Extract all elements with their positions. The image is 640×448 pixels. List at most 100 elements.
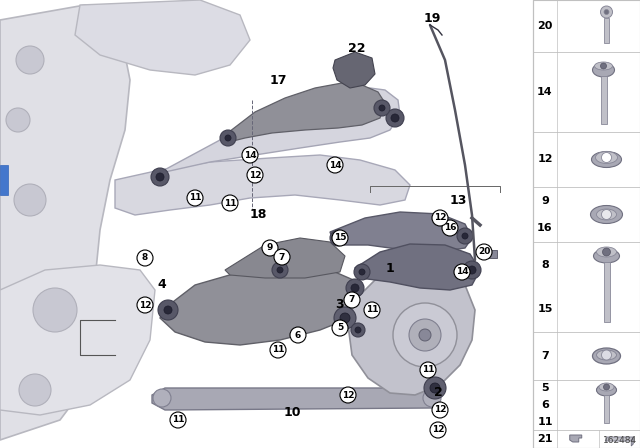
Ellipse shape bbox=[591, 151, 621, 168]
Bar bbox=[604, 395, 609, 423]
Circle shape bbox=[156, 173, 164, 181]
Text: 6: 6 bbox=[295, 331, 301, 340]
Circle shape bbox=[187, 190, 203, 206]
Bar bbox=[600, 76, 607, 124]
Text: 5: 5 bbox=[541, 383, 549, 393]
Ellipse shape bbox=[599, 383, 614, 391]
Polygon shape bbox=[115, 155, 410, 215]
Ellipse shape bbox=[593, 249, 620, 263]
Circle shape bbox=[454, 264, 470, 280]
Circle shape bbox=[359, 269, 365, 275]
Circle shape bbox=[170, 412, 186, 428]
Circle shape bbox=[346, 279, 364, 297]
Ellipse shape bbox=[595, 151, 618, 164]
Text: 12: 12 bbox=[537, 155, 553, 164]
Circle shape bbox=[16, 46, 44, 74]
Polygon shape bbox=[330, 212, 472, 252]
Circle shape bbox=[19, 374, 51, 406]
Text: 11: 11 bbox=[189, 194, 201, 202]
Text: 12: 12 bbox=[434, 405, 446, 414]
Text: 1: 1 bbox=[386, 262, 394, 275]
Text: 12: 12 bbox=[139, 301, 151, 310]
Circle shape bbox=[272, 262, 288, 278]
Circle shape bbox=[354, 264, 370, 280]
Ellipse shape bbox=[591, 206, 623, 224]
Text: 16: 16 bbox=[537, 223, 553, 233]
Polygon shape bbox=[0, 5, 130, 440]
Text: 19: 19 bbox=[423, 12, 441, 25]
Circle shape bbox=[430, 422, 446, 438]
Text: 10: 10 bbox=[284, 405, 301, 418]
Bar bbox=[0, 165, 8, 195]
Polygon shape bbox=[333, 52, 375, 88]
Text: 13: 13 bbox=[449, 194, 467, 207]
Text: 11: 11 bbox=[224, 198, 236, 207]
Circle shape bbox=[476, 244, 492, 260]
Circle shape bbox=[424, 377, 446, 399]
Circle shape bbox=[420, 362, 436, 378]
Circle shape bbox=[419, 329, 431, 341]
Polygon shape bbox=[348, 268, 475, 395]
Text: 2: 2 bbox=[434, 385, 442, 399]
Circle shape bbox=[409, 319, 441, 351]
Circle shape bbox=[386, 109, 404, 127]
Circle shape bbox=[335, 235, 341, 241]
Circle shape bbox=[432, 402, 448, 418]
Ellipse shape bbox=[596, 384, 616, 396]
Polygon shape bbox=[155, 88, 400, 175]
Text: 12: 12 bbox=[342, 391, 355, 400]
Polygon shape bbox=[75, 0, 250, 75]
Circle shape bbox=[220, 130, 236, 146]
Circle shape bbox=[602, 210, 611, 220]
Text: 14: 14 bbox=[537, 87, 553, 97]
Circle shape bbox=[290, 327, 306, 343]
Circle shape bbox=[164, 306, 172, 314]
Circle shape bbox=[604, 384, 609, 390]
Text: 12: 12 bbox=[434, 214, 446, 223]
Polygon shape bbox=[570, 435, 582, 442]
Text: 8: 8 bbox=[541, 259, 549, 270]
Circle shape bbox=[442, 220, 458, 236]
Circle shape bbox=[340, 387, 356, 403]
Circle shape bbox=[391, 114, 399, 122]
Circle shape bbox=[374, 100, 390, 116]
Text: 162484: 162484 bbox=[603, 436, 637, 445]
Circle shape bbox=[277, 267, 283, 273]
Text: 21: 21 bbox=[537, 434, 553, 444]
Text: 7: 7 bbox=[279, 253, 285, 262]
Bar bbox=[483, 250, 497, 258]
Circle shape bbox=[344, 292, 360, 308]
Text: 9: 9 bbox=[267, 244, 273, 253]
Circle shape bbox=[334, 307, 356, 329]
Circle shape bbox=[463, 261, 481, 279]
Polygon shape bbox=[225, 83, 385, 143]
Circle shape bbox=[6, 108, 30, 132]
Text: 11: 11 bbox=[272, 345, 284, 354]
Text: 20: 20 bbox=[538, 21, 553, 31]
Circle shape bbox=[137, 250, 153, 266]
Circle shape bbox=[274, 249, 290, 265]
Circle shape bbox=[604, 9, 609, 14]
Text: 7: 7 bbox=[541, 351, 549, 361]
Circle shape bbox=[600, 63, 607, 69]
Ellipse shape bbox=[595, 62, 612, 70]
Polygon shape bbox=[631, 437, 633, 446]
Polygon shape bbox=[225, 238, 345, 278]
Bar bbox=[604, 262, 609, 322]
Circle shape bbox=[468, 266, 476, 274]
Circle shape bbox=[379, 105, 385, 111]
Text: 5: 5 bbox=[337, 323, 343, 332]
Circle shape bbox=[600, 6, 612, 18]
Polygon shape bbox=[152, 388, 440, 410]
Text: 14: 14 bbox=[244, 151, 256, 159]
Circle shape bbox=[270, 342, 286, 358]
Circle shape bbox=[262, 240, 278, 256]
Circle shape bbox=[332, 320, 348, 336]
Text: 11: 11 bbox=[537, 417, 553, 426]
Circle shape bbox=[602, 350, 611, 360]
Circle shape bbox=[457, 228, 473, 244]
Circle shape bbox=[355, 327, 361, 333]
Circle shape bbox=[247, 167, 263, 183]
Text: 12: 12 bbox=[249, 171, 261, 180]
Text: 7: 7 bbox=[349, 296, 355, 305]
